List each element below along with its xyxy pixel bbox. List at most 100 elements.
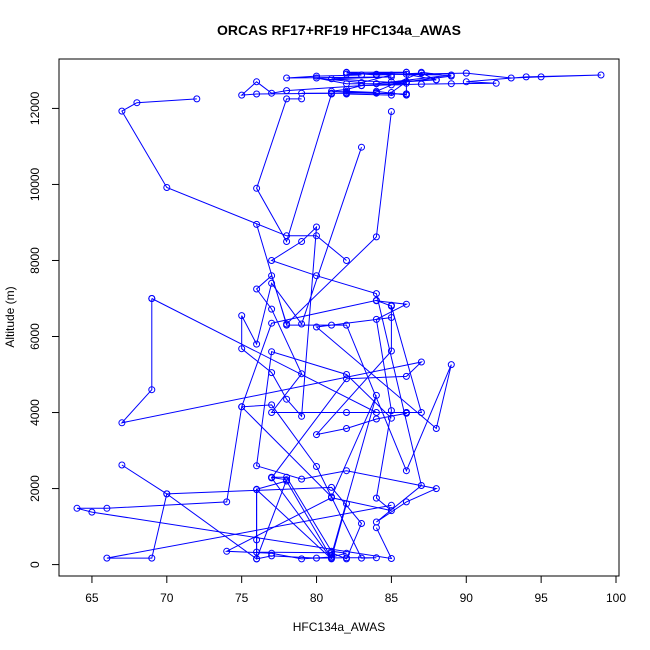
data-point: [118, 461, 126, 469]
x-tick-label: 95: [534, 591, 548, 605]
data-point: [148, 295, 156, 302]
data-point: [103, 554, 111, 562]
data-point: [268, 409, 276, 416]
x-tick-label: 85: [385, 591, 399, 605]
data-point: [372, 494, 380, 502]
data-point: [387, 71, 395, 79]
series-line: [255, 111, 452, 472]
data-point: [358, 82, 365, 90]
data-point: [268, 89, 276, 97]
series-3: [253, 89, 410, 245]
data-point: [238, 91, 246, 99]
data-point: [402, 78, 410, 86]
data-point: [103, 504, 111, 512]
data-point: [537, 73, 545, 81]
data-point: [283, 74, 291, 82]
data-point: [358, 71, 365, 79]
data-point: [253, 555, 261, 563]
data-point: [298, 555, 306, 563]
data-point: [283, 238, 291, 245]
series-line: [241, 147, 438, 523]
series-2: [118, 95, 350, 264]
data-point: [298, 320, 306, 328]
data-point: [343, 89, 350, 97]
data-point: [283, 476, 291, 484]
data-point: [387, 91, 395, 99]
data-point: [343, 375, 350, 383]
data-point: [118, 107, 126, 115]
data-point: [387, 81, 395, 89]
data-point: [253, 462, 261, 470]
data-point: [133, 99, 141, 107]
data-point: [253, 184, 261, 192]
data-point: [238, 312, 246, 320]
data-point: [313, 463, 320, 470]
data-point: [343, 409, 350, 416]
data-point: [402, 409, 410, 416]
data-point: [343, 70, 350, 78]
x-axis-label: HFC134a_AWAS: [293, 620, 385, 634]
data-point: [313, 72, 320, 80]
data-point: [402, 68, 410, 76]
data-point: [402, 300, 410, 308]
data-point: [402, 372, 410, 380]
data-point: [387, 89, 395, 96]
data-point: [387, 555, 395, 562]
data-point: [283, 321, 291, 329]
series-line: [121, 98, 347, 261]
data-point: [283, 87, 291, 95]
data-point: [268, 348, 276, 356]
series-1: [238, 68, 605, 99]
data-point: [358, 554, 365, 562]
data-point: [313, 74, 320, 82]
data-point: [432, 485, 440, 493]
data-point: [462, 69, 470, 77]
data-point: [268, 257, 276, 264]
data-point: [447, 71, 455, 79]
y-tick-label: 12000: [28, 91, 42, 125]
plot-area: [73, 68, 605, 563]
y-tick-label: 6000: [28, 323, 42, 350]
data-point: [313, 323, 320, 331]
y-axis-label: Altitude (m): [3, 286, 17, 347]
data-point: [253, 536, 261, 544]
data-point: [522, 73, 530, 81]
data-point: [372, 70, 380, 78]
data-point: [268, 549, 276, 557]
data-point: [328, 89, 335, 97]
data-point: [268, 279, 276, 287]
data-point: [253, 340, 261, 348]
data-point: [328, 483, 335, 491]
data-point: [402, 70, 410, 78]
data-point: [73, 504, 81, 512]
data-point: [387, 78, 395, 86]
data-point: [298, 238, 306, 245]
series-line: [240, 71, 602, 96]
data-point: [268, 473, 276, 481]
x-tick-label: 100: [606, 591, 626, 605]
data-point: [268, 305, 276, 313]
y-tick-label: 10000: [28, 167, 42, 201]
data-point: [387, 414, 395, 422]
data-point: [387, 501, 395, 509]
data-point: [372, 409, 380, 416]
data-point: [238, 345, 246, 353]
data-point: [507, 74, 515, 82]
data-point: [387, 407, 395, 415]
series-5: [238, 143, 440, 526]
plot-frame: [58, 58, 620, 577]
y-tick-label: 0: [28, 561, 42, 568]
data-point: [462, 78, 470, 86]
data-point: [417, 358, 425, 366]
data-point: [432, 76, 440, 84]
data-point: [597, 71, 605, 79]
data-point: [253, 285, 261, 293]
data-point: [372, 290, 380, 298]
chart-title: ORCAS RF17+RF19 HFC134a_AWAS: [217, 22, 461, 38]
data-point: [387, 108, 395, 115]
data-point: [328, 553, 335, 561]
data-point: [163, 490, 171, 498]
data-point: [417, 69, 425, 77]
data-point: [372, 315, 380, 323]
